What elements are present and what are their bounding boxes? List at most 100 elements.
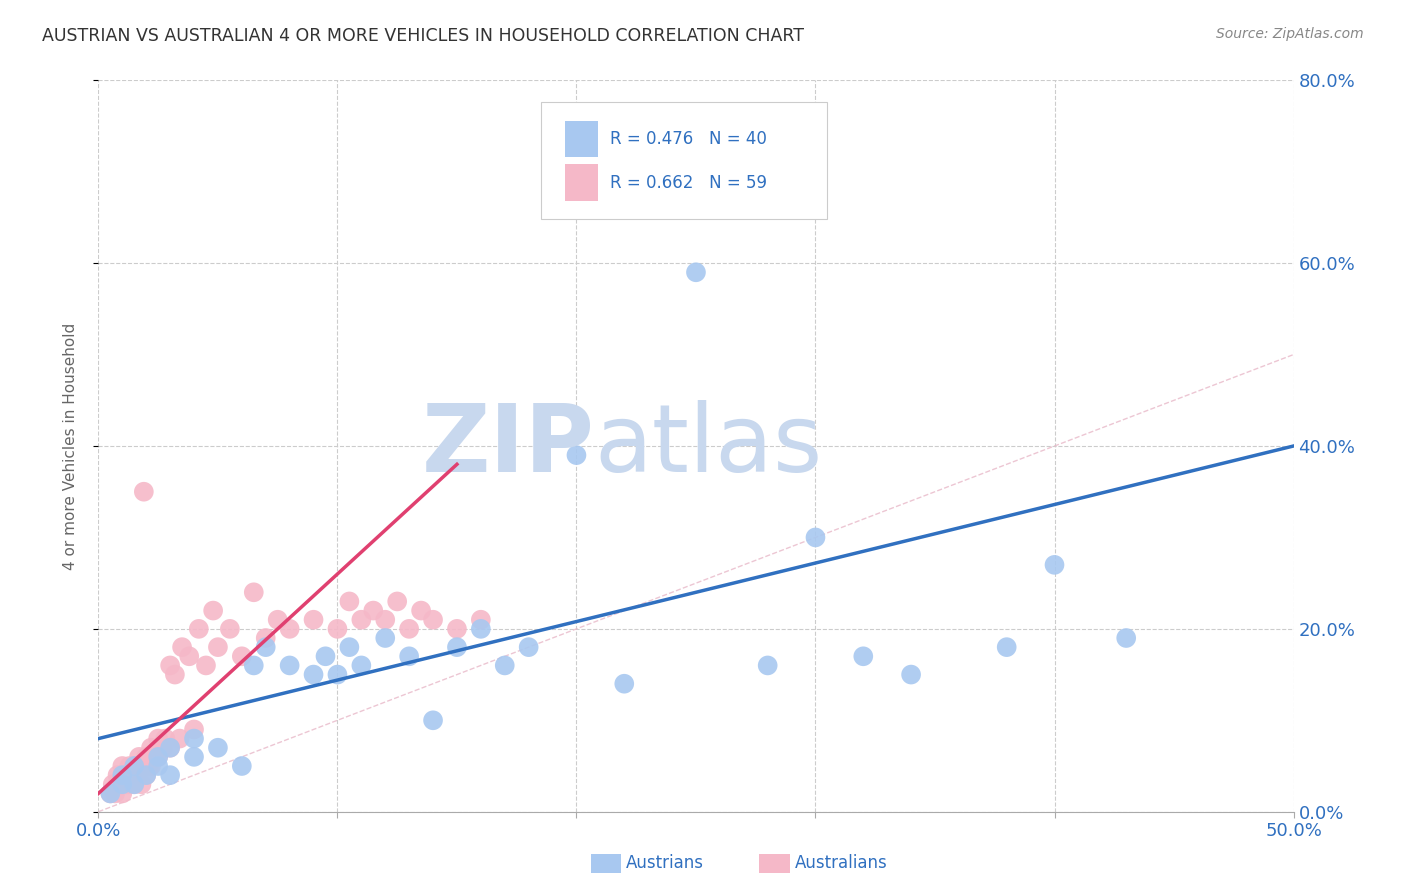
Point: [446, 622, 468, 636]
Bar: [565, 164, 598, 201]
Point: [243, 585, 266, 599]
Point: [139, 740, 162, 755]
Point: [179, 649, 201, 664]
Point: [111, 777, 134, 791]
Bar: [565, 120, 598, 157]
Text: ZIP: ZIP: [422, 400, 595, 492]
Point: [756, 658, 779, 673]
Point: [148, 759, 170, 773]
Point: [339, 640, 360, 655]
Point: [124, 777, 146, 791]
Point: [107, 777, 129, 791]
Point: [138, 759, 160, 773]
Point: [1115, 631, 1137, 645]
Point: [278, 658, 301, 673]
Text: atlas: atlas: [595, 400, 823, 492]
Point: [111, 768, 134, 782]
Point: [1211, 45, 1233, 60]
Point: [101, 777, 124, 791]
Point: [398, 622, 420, 636]
Point: [159, 658, 181, 673]
Point: [163, 667, 186, 681]
Point: [148, 749, 170, 764]
Point: [207, 740, 229, 755]
Point: [131, 777, 153, 791]
Point: [202, 603, 225, 617]
Point: [470, 622, 492, 636]
Y-axis label: 4 or more Vehicles in Household: 4 or more Vehicles in Household: [63, 322, 77, 570]
Point: [900, 667, 922, 681]
Point: [98, 787, 122, 801]
Point: [1043, 558, 1066, 572]
Point: [995, 640, 1018, 655]
Point: [183, 749, 205, 764]
Point: [315, 649, 337, 664]
Point: [152, 740, 174, 755]
FancyBboxPatch shape: [540, 103, 827, 219]
Point: [148, 749, 170, 764]
Point: [254, 640, 277, 655]
Point: [142, 749, 165, 764]
Point: [219, 622, 242, 636]
Point: [613, 676, 636, 690]
Point: [398, 649, 420, 664]
Point: [565, 448, 588, 462]
Point: [852, 649, 875, 664]
Point: [135, 749, 157, 764]
Point: [267, 613, 290, 627]
Point: [187, 622, 209, 636]
Point: [118, 759, 141, 773]
Point: [411, 603, 433, 617]
Point: [183, 731, 205, 746]
Point: [374, 631, 396, 645]
Point: [385, 594, 409, 608]
Point: [350, 613, 373, 627]
Point: [115, 768, 138, 782]
Point: [135, 768, 157, 782]
Point: [339, 594, 360, 608]
Point: [124, 759, 146, 773]
Text: Australians: Australians: [794, 855, 887, 872]
Point: [159, 768, 181, 782]
Point: [183, 723, 205, 737]
Point: [350, 658, 373, 673]
Point: [155, 731, 177, 746]
Point: [517, 640, 540, 655]
Text: R = 0.662   N = 59: R = 0.662 N = 59: [610, 174, 766, 192]
Point: [326, 622, 349, 636]
Point: [207, 640, 229, 655]
Point: [159, 740, 181, 755]
Point: [363, 603, 385, 617]
Point: [470, 613, 492, 627]
Point: [231, 759, 253, 773]
Point: [446, 640, 468, 655]
Point: [104, 787, 127, 801]
Point: [231, 649, 253, 664]
Point: [111, 768, 134, 782]
Text: Source: ZipAtlas.com: Source: ZipAtlas.com: [1216, 27, 1364, 41]
Point: [148, 731, 170, 746]
Point: [124, 759, 146, 773]
Point: [111, 759, 134, 773]
Point: [125, 768, 148, 782]
Point: [124, 777, 146, 791]
Text: R = 0.476   N = 40: R = 0.476 N = 40: [610, 130, 766, 148]
Point: [107, 768, 129, 782]
Point: [254, 631, 277, 645]
Point: [326, 667, 349, 681]
Point: [108, 777, 131, 791]
Point: [422, 714, 444, 728]
Point: [494, 658, 516, 673]
Point: [159, 740, 181, 755]
Point: [139, 759, 162, 773]
Point: [302, 613, 325, 627]
Point: [685, 265, 707, 279]
Point: [98, 787, 122, 801]
Point: [121, 768, 143, 782]
Point: [169, 731, 191, 746]
Point: [172, 640, 194, 655]
Point: [302, 667, 325, 681]
Point: [115, 777, 138, 791]
Point: [243, 658, 266, 673]
Text: Austrians: Austrians: [626, 855, 703, 872]
